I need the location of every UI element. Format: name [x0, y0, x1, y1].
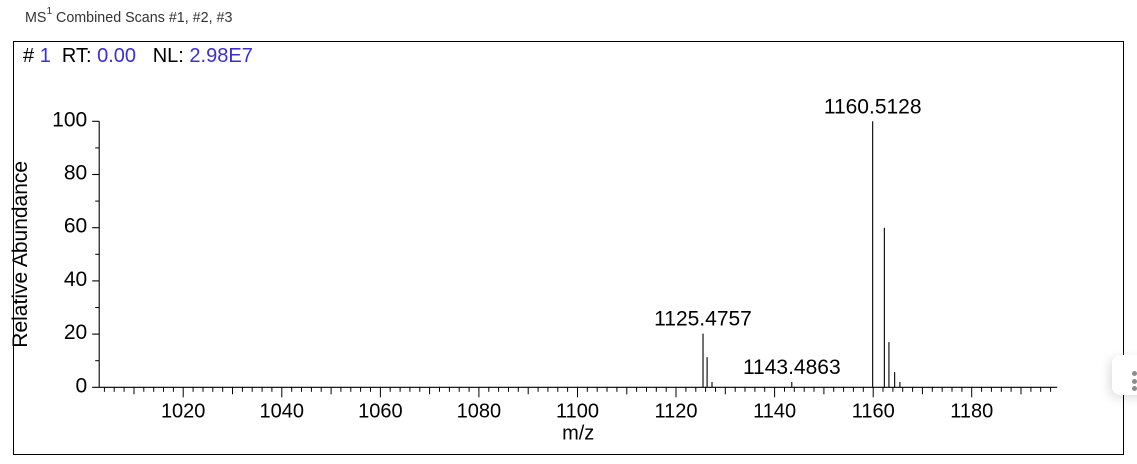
svg-text:1140: 1140	[753, 400, 796, 422]
svg-text:100: 100	[52, 108, 87, 131]
svg-text:20: 20	[64, 321, 87, 344]
svg-text:60: 60	[64, 215, 87, 238]
svg-text:1180: 1180	[950, 400, 993, 422]
svg-text:1020: 1020	[161, 400, 206, 422]
svg-text:m/z: m/z	[562, 422, 594, 444]
svg-text:80: 80	[64, 162, 87, 185]
svg-text:Relative Abundance: Relative Abundance	[9, 161, 32, 348]
svg-text:1160.5128: 1160.5128	[824, 95, 922, 118]
svg-text:1160: 1160	[852, 400, 895, 422]
svg-text:1080: 1080	[457, 400, 502, 422]
svg-text:1100: 1100	[556, 400, 599, 422]
svg-text:1120: 1120	[654, 400, 697, 422]
svg-text:1143.4863: 1143.4863	[743, 356, 841, 379]
svg-text:0: 0	[76, 374, 88, 397]
svg-text:1125.4757: 1125.4757	[654, 308, 752, 331]
svg-text:1060: 1060	[358, 400, 403, 422]
svg-text:1040: 1040	[260, 400, 305, 422]
svg-text:40: 40	[64, 268, 87, 291]
